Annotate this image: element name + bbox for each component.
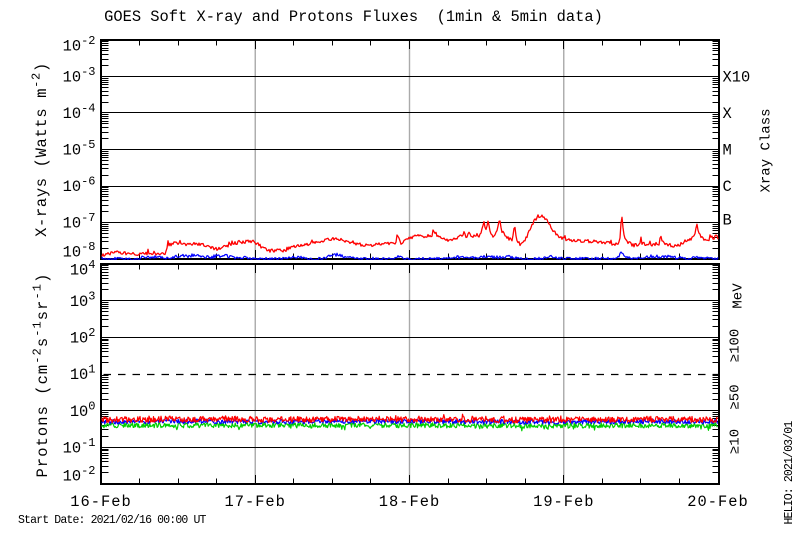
- svg-text:19-Feb: 19-Feb: [533, 493, 594, 511]
- svg-text:17-Feb: 17-Feb: [224, 493, 285, 511]
- svg-text:M: M: [723, 142, 732, 160]
- svg-text:HELIO: 2021/03/01: HELIO: 2021/03/01: [783, 421, 796, 525]
- svg-text:C: C: [723, 178, 732, 196]
- svg-text:MeV: MeV: [731, 283, 747, 309]
- svg-text:18-Feb: 18-Feb: [379, 493, 440, 511]
- svg-text:≥50: ≥50: [728, 384, 744, 409]
- svg-text:X-rays (Watts m-2): X-rays (Watts m-2): [30, 62, 52, 237]
- svg-text:≥10: ≥10: [728, 429, 744, 454]
- svg-text:GOES Soft X-ray and Protons Fl: GOES Soft X-ray and Protons Fluxes (1min…: [104, 8, 603, 26]
- svg-text:X10: X10: [723, 69, 751, 87]
- svg-text:Xray Class: Xray Class: [759, 108, 775, 192]
- svg-text:16-Feb: 16-Feb: [70, 493, 131, 511]
- svg-text:≥100: ≥100: [728, 329, 744, 363]
- svg-text:X: X: [723, 105, 732, 123]
- svg-text:B: B: [723, 212, 732, 230]
- svg-text:20-Feb: 20-Feb: [687, 493, 748, 511]
- svg-text:Protons (cm-2s-1sr-1): Protons (cm-2s-1sr-1): [31, 273, 53, 478]
- svg-text:Start Date: 2021/02/16 00:00 U: Start Date: 2021/02/16 00:00 UT: [18, 514, 207, 527]
